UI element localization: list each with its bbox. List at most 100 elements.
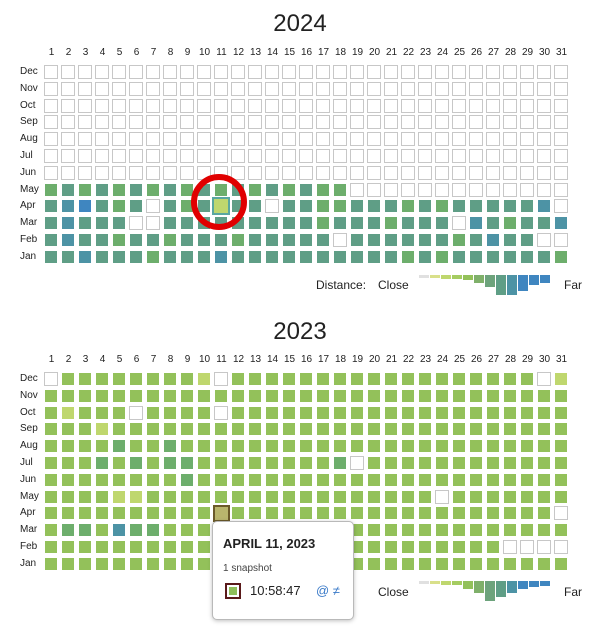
day-cell[interactable] [282,372,296,386]
day-cell[interactable] [503,165,517,180]
day-cell[interactable] [214,149,228,163]
day-cell[interactable] [129,182,143,197]
day-cell[interactable] [197,472,211,487]
day-cell[interactable] [61,249,75,264]
day-cell[interactable] [197,506,211,521]
day-cell[interactable] [299,98,313,113]
day-cell[interactable] [435,489,449,504]
day-cell[interactable] [401,540,415,554]
day-cell[interactable] [418,165,432,180]
day-cell[interactable] [44,249,58,264]
day-cell[interactable] [486,472,500,487]
day-cell[interactable] [350,81,364,96]
day-cell[interactable] [180,216,194,231]
day-cell[interactable] [44,523,58,538]
day-cell[interactable] [520,405,534,420]
day-cell[interactable] [61,233,75,247]
day-cell[interactable] [197,456,211,470]
day-cell[interactable] [197,405,211,420]
day-cell[interactable] [520,149,534,163]
day-cell[interactable] [214,456,228,470]
day-cell[interactable] [486,372,500,386]
day-cell[interactable] [231,65,245,79]
day-cell[interactable] [418,98,432,113]
day-cell[interactable] [180,489,194,504]
day-cell[interactable] [248,249,262,264]
day-cell[interactable] [214,249,228,264]
day-cell[interactable] [486,489,500,504]
day-cell[interactable] [469,132,483,147]
day-cell[interactable] [418,372,432,386]
day-cell[interactable] [129,489,143,504]
day-cell[interactable] [333,65,347,79]
day-cell[interactable] [486,165,500,180]
day-cell[interactable] [282,249,296,264]
day-cell[interactable] [248,472,262,487]
day-cell[interactable] [112,506,126,521]
day-cell[interactable] [333,165,347,180]
day-cell[interactable] [418,149,432,163]
day-cell[interactable] [384,182,398,197]
day-cell[interactable] [333,216,347,231]
day-cell[interactable] [265,506,279,521]
day-cell[interactable] [78,556,92,571]
day-cell[interactable] [435,149,449,163]
day-cell[interactable] [61,115,75,130]
day-cell[interactable] [520,216,534,231]
day-cell[interactable] [146,556,160,571]
day-cell[interactable] [503,556,517,571]
day-cell[interactable] [61,199,75,214]
day-cell[interactable] [180,439,194,454]
day-cell[interactable] [112,456,126,470]
day-cell[interactable] [112,115,126,130]
day-cell[interactable] [197,540,211,554]
day-cell[interactable] [163,165,177,180]
day-cell[interactable] [265,422,279,437]
day-cell[interactable] [299,65,313,79]
day-cell[interactable] [163,422,177,437]
day-cell[interactable] [486,81,500,96]
day-cell[interactable] [537,472,551,487]
day-cell[interactable] [112,165,126,180]
day-cell[interactable] [282,115,296,130]
day-cell[interactable] [112,98,126,113]
day-cell[interactable] [163,233,177,247]
day-cell[interactable] [333,81,347,96]
day-cell[interactable] [418,132,432,147]
day-cell[interactable] [401,388,415,403]
day-cell[interactable] [146,540,160,554]
day-cell[interactable] [61,388,75,403]
day-cell[interactable] [282,472,296,487]
day-cell[interactable] [129,199,143,214]
day-cell[interactable] [95,98,109,113]
day-cell[interactable] [163,249,177,264]
day-cell[interactable] [333,439,347,454]
day-cell[interactable] [197,132,211,147]
day-cell[interactable] [44,372,58,386]
day-cell[interactable] [180,233,194,247]
day-cell[interactable] [554,523,568,538]
day-cell[interactable] [78,489,92,504]
day-cell[interactable] [282,182,296,197]
day-cell[interactable] [214,233,228,247]
day-cell[interactable] [435,199,449,214]
day-cell[interactable] [180,149,194,163]
day-cell[interactable] [554,372,568,386]
day-cell[interactable] [350,115,364,130]
day-cell[interactable] [95,489,109,504]
day-cell[interactable] [163,456,177,470]
day-cell[interactable] [435,556,449,571]
day-cell[interactable] [469,216,483,231]
day-cell[interactable] [180,388,194,403]
day-cell[interactable] [78,372,92,386]
day-cell[interactable] [61,439,75,454]
day-cell[interactable] [95,422,109,437]
day-cell[interactable] [452,115,466,130]
day-cell[interactable] [435,165,449,180]
selected-day-cell[interactable] [213,505,230,523]
day-cell[interactable] [486,233,500,247]
day-cell[interactable] [452,149,466,163]
day-cell[interactable] [452,182,466,197]
day-cell[interactable] [129,216,143,231]
day-cell[interactable] [554,506,568,521]
